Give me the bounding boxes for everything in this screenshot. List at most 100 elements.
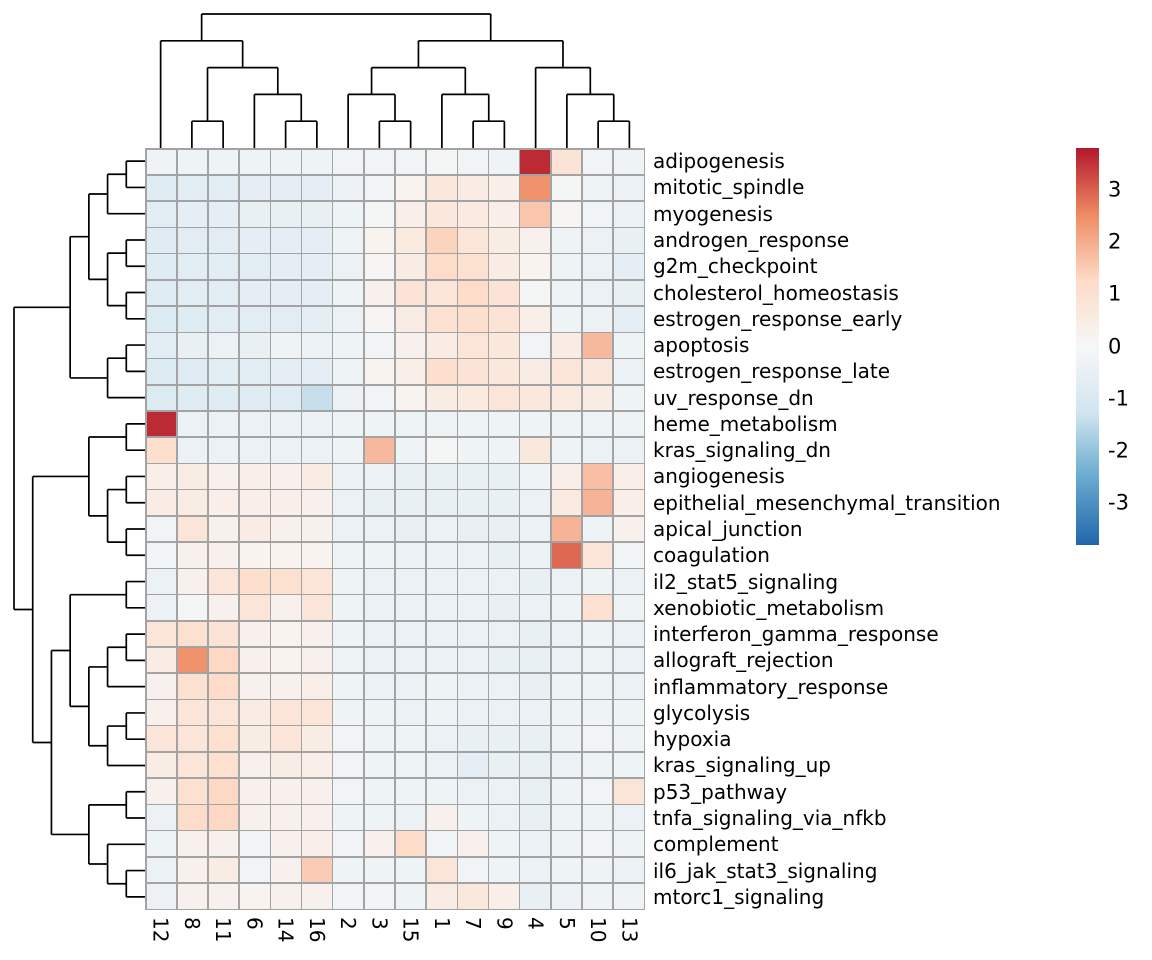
heatmap-cell (271, 595, 301, 621)
heatmap-cell (458, 490, 488, 516)
column-label: 15 (398, 917, 423, 943)
heatmap-cell (551, 569, 582, 594)
heatmap-cell (582, 726, 613, 752)
heatmap-cell (302, 516, 332, 542)
heatmap-cell (177, 149, 208, 175)
heatmap-cell (395, 490, 426, 516)
heatmap-cell (364, 228, 395, 253)
heatmap-cell (551, 726, 582, 752)
heatmap-cell (551, 149, 582, 175)
heatmap-cell (364, 385, 395, 411)
heatmap-cell (489, 464, 519, 489)
heatmap-cell (302, 673, 332, 699)
column-label: 11 (211, 917, 236, 943)
heatmap-cell (426, 306, 457, 332)
heatmap-cell (426, 831, 457, 857)
heatmap-cell (364, 280, 395, 306)
heatmap-cell (208, 306, 239, 332)
heatmap-cell (146, 437, 177, 463)
heatmap-cell (551, 228, 582, 253)
row-label: cholesterol_homeostasis (653, 280, 899, 305)
row-label: interferon_gamma_response (653, 622, 939, 647)
heatmap-cell (333, 280, 364, 306)
heatmap-cell (551, 621, 582, 647)
heatmap-cell (146, 542, 177, 568)
heatmap-cell (613, 437, 644, 463)
heatmap-cell (146, 857, 177, 883)
heatmap-cell (520, 883, 551, 909)
heatmap-cell (302, 437, 332, 463)
heatmap-cell (333, 673, 364, 699)
heatmap-cell (239, 280, 270, 306)
heatmap-cell (239, 857, 270, 883)
heatmap-cell (208, 831, 239, 857)
heatmap-cell (426, 752, 457, 778)
row-label: coagulation (653, 543, 770, 568)
heatmap-cell (364, 464, 395, 489)
heatmap-cell (239, 437, 270, 463)
heatmap-cell (489, 621, 519, 647)
row-label: p53_pathway (653, 779, 788, 804)
heatmap-cell (271, 516, 301, 542)
heatmap-cell (177, 490, 208, 516)
heatmap-cell (364, 569, 395, 594)
heatmap-cell (395, 149, 426, 175)
heatmap-cell (395, 831, 426, 857)
heatmap-cell (177, 778, 208, 804)
heatmap-cell (489, 228, 519, 253)
row-label: uv_response_dn (653, 385, 814, 410)
column-label: 6 (242, 917, 267, 930)
heatmap-cell (458, 333, 488, 358)
heatmap-cell (395, 306, 426, 332)
heatmap-cell (582, 201, 613, 227)
heatmap-cell (613, 673, 644, 699)
heatmap-cell (239, 228, 270, 253)
heatmap-cell (208, 621, 239, 647)
heatmap-cell (333, 778, 364, 804)
heatmap-cell (489, 778, 519, 804)
heatmap-cell (520, 385, 551, 411)
heatmap-cell (613, 516, 644, 542)
heatmap-cell (426, 857, 457, 883)
heatmap-cell (520, 569, 551, 594)
heatmap-cell (582, 149, 613, 175)
heatmap-cell (613, 647, 644, 673)
heatmap-cell (551, 201, 582, 227)
heatmap-cell (613, 254, 644, 280)
heatmap-cell (582, 805, 613, 830)
heatmap-cell (489, 385, 519, 411)
heatmap-cell (271, 726, 301, 752)
heatmap-cell (395, 254, 426, 280)
heatmap-cell (395, 778, 426, 804)
heatmap-cell (302, 280, 332, 306)
heatmap-cell (271, 621, 301, 647)
heatmap-cell (426, 805, 457, 830)
heatmap-cell (271, 805, 301, 830)
heatmap-cell (364, 857, 395, 883)
heatmap-cell (146, 385, 177, 411)
heatmap-cell (458, 385, 488, 411)
heatmap-cell (364, 333, 395, 358)
heatmap-cell (146, 752, 177, 778)
heatmap-cell (613, 280, 644, 306)
heatmap-cell (146, 621, 177, 647)
heatmap-cell (489, 805, 519, 830)
heatmap-cell (613, 857, 644, 883)
legend-tick-label: -2 (1108, 438, 1129, 463)
row-label: angiogenesis (653, 464, 785, 489)
heatmap-cell (239, 333, 270, 358)
heatmap-cell (271, 280, 301, 306)
heatmap-cell (613, 333, 644, 358)
heatmap-cell (271, 857, 301, 883)
column-label: 9 (492, 917, 517, 930)
heatmap-cell (582, 306, 613, 332)
heatmap-cell (489, 752, 519, 778)
heatmap-cell (146, 831, 177, 857)
heatmap-cell (520, 175, 551, 201)
heatmap-cell (364, 542, 395, 568)
heatmap-cell (520, 805, 551, 830)
heatmap-cell (458, 437, 488, 463)
heatmap-cell (426, 778, 457, 804)
heatmap-cell (489, 857, 519, 883)
heatmap-cell (208, 569, 239, 594)
